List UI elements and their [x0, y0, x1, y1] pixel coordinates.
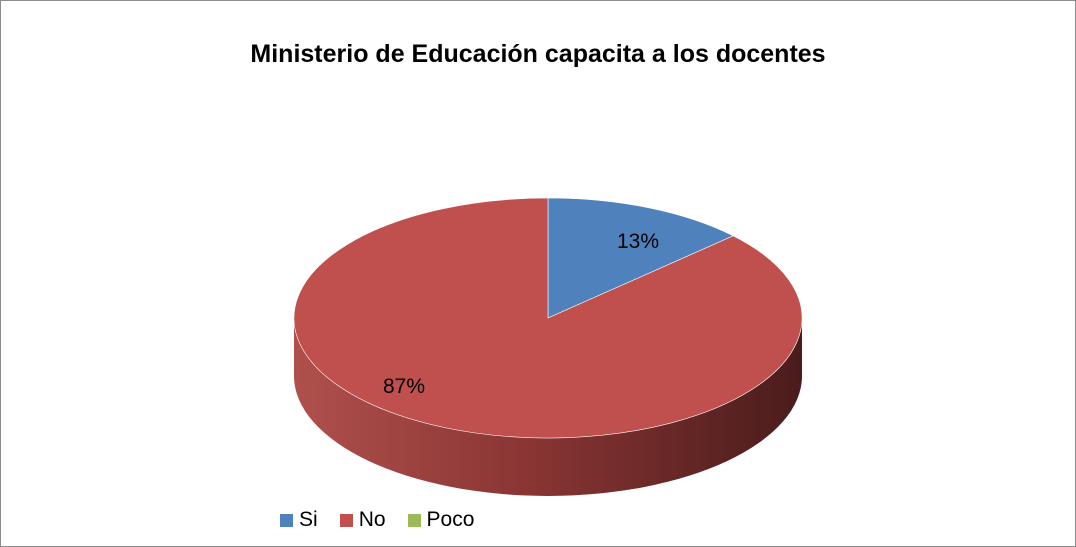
slice-no: [293, 197, 803, 439]
chart-title: Ministerio de Educación capacita a los d…: [250, 40, 826, 68]
legend-item-no: No: [339, 508, 386, 532]
legend-swatch-poco: [407, 513, 421, 527]
legend-swatch-si: [280, 513, 293, 527]
legend-label-si: Si: [299, 508, 318, 531]
data-label-no: 87%: [383, 375, 425, 398]
data-label-si: 13%: [617, 230, 659, 253]
legend-swatch-no: [339, 513, 353, 527]
legend-item-si: Si: [280, 508, 318, 532]
legend-label-poco: Poco: [426, 508, 475, 531]
slice-si: [547, 197, 734, 319]
legend-item-poco: Poco: [407, 508, 475, 532]
legend-label-no: No: [358, 508, 386, 531]
chart-legend: Si No Poco: [280, 508, 496, 532]
slice-side-no: [294, 318, 802, 496]
